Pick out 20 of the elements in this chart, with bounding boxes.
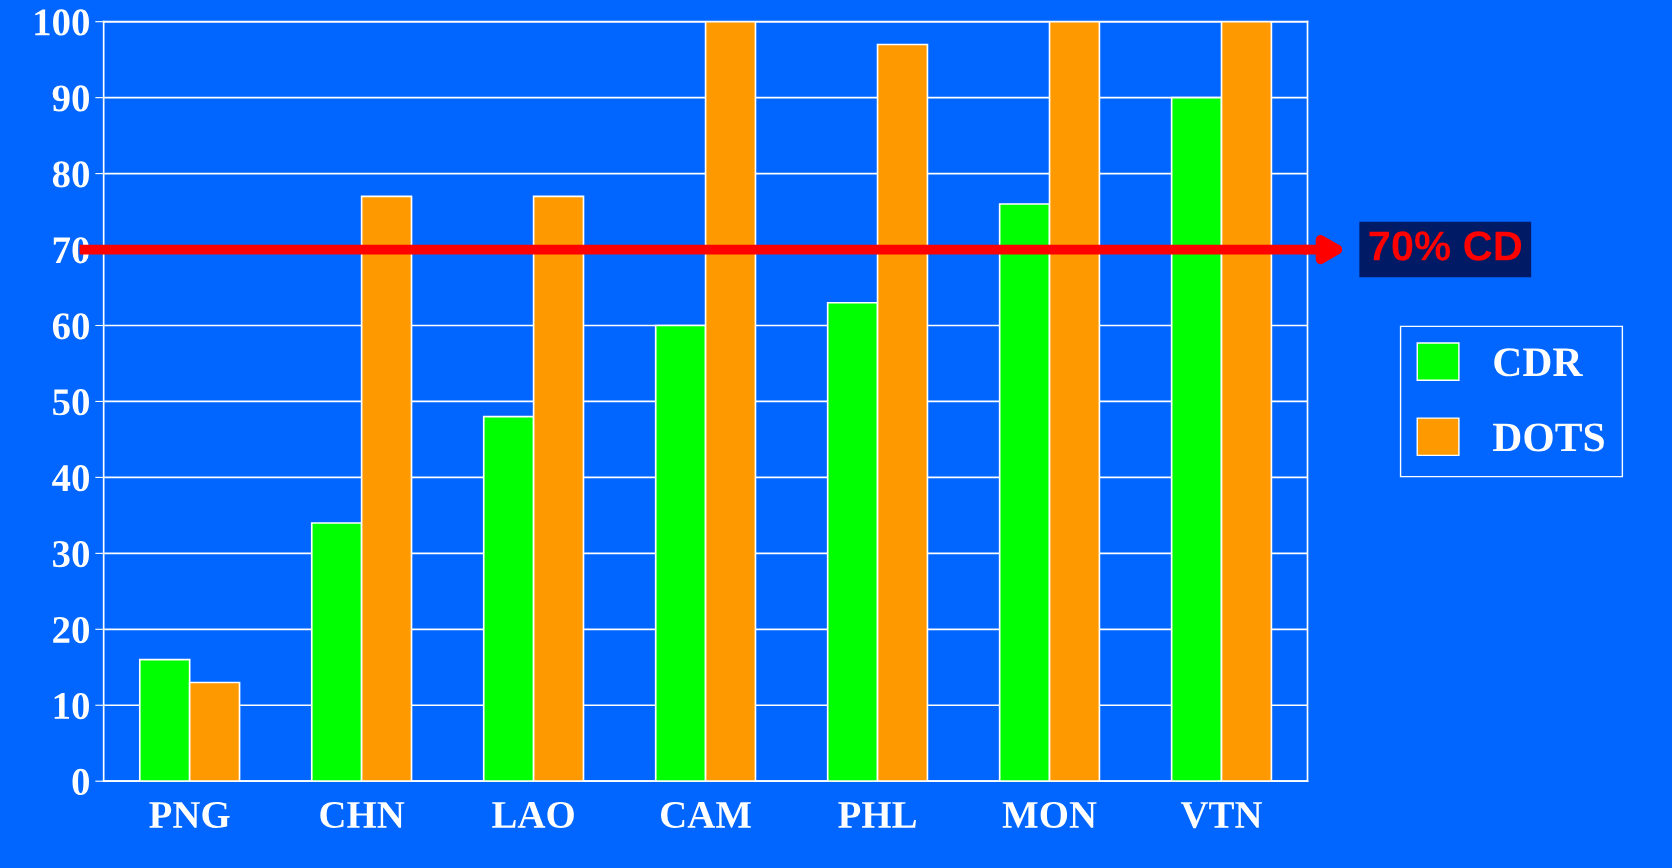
y-tick-label: 50 [53, 389, 89, 416]
x-tick-label: CHN [320, 801, 405, 829]
y-tick-label: 20 [53, 616, 89, 644]
x-tick-label: VTN [1180, 802, 1263, 829]
x-tick-label: PNG [149, 801, 230, 829]
x-tick-label: PHL [838, 802, 916, 828]
y-tick-label: 60 [52, 313, 89, 340]
ref-line-label: 70% CD [1369, 231, 1522, 261]
y-tick-label: 80 [52, 161, 89, 188]
y-tick-label: 40 [52, 465, 89, 492]
y-tick-label: 30 [53, 540, 89, 568]
x-tick-label: LAO [492, 801, 574, 829]
legend-label: DOTS [1492, 423, 1604, 452]
x-tick-label: MON [1002, 801, 1097, 829]
y-tick-label: 10 [54, 692, 89, 720]
y-tick-label: 0 [72, 768, 89, 796]
legend-label: CDR [1494, 348, 1583, 377]
y-tick-label: 90 [52, 85, 89, 112]
y-tick-label: 100 [35, 9, 89, 36]
x-tick-label: CAM [661, 801, 751, 829]
